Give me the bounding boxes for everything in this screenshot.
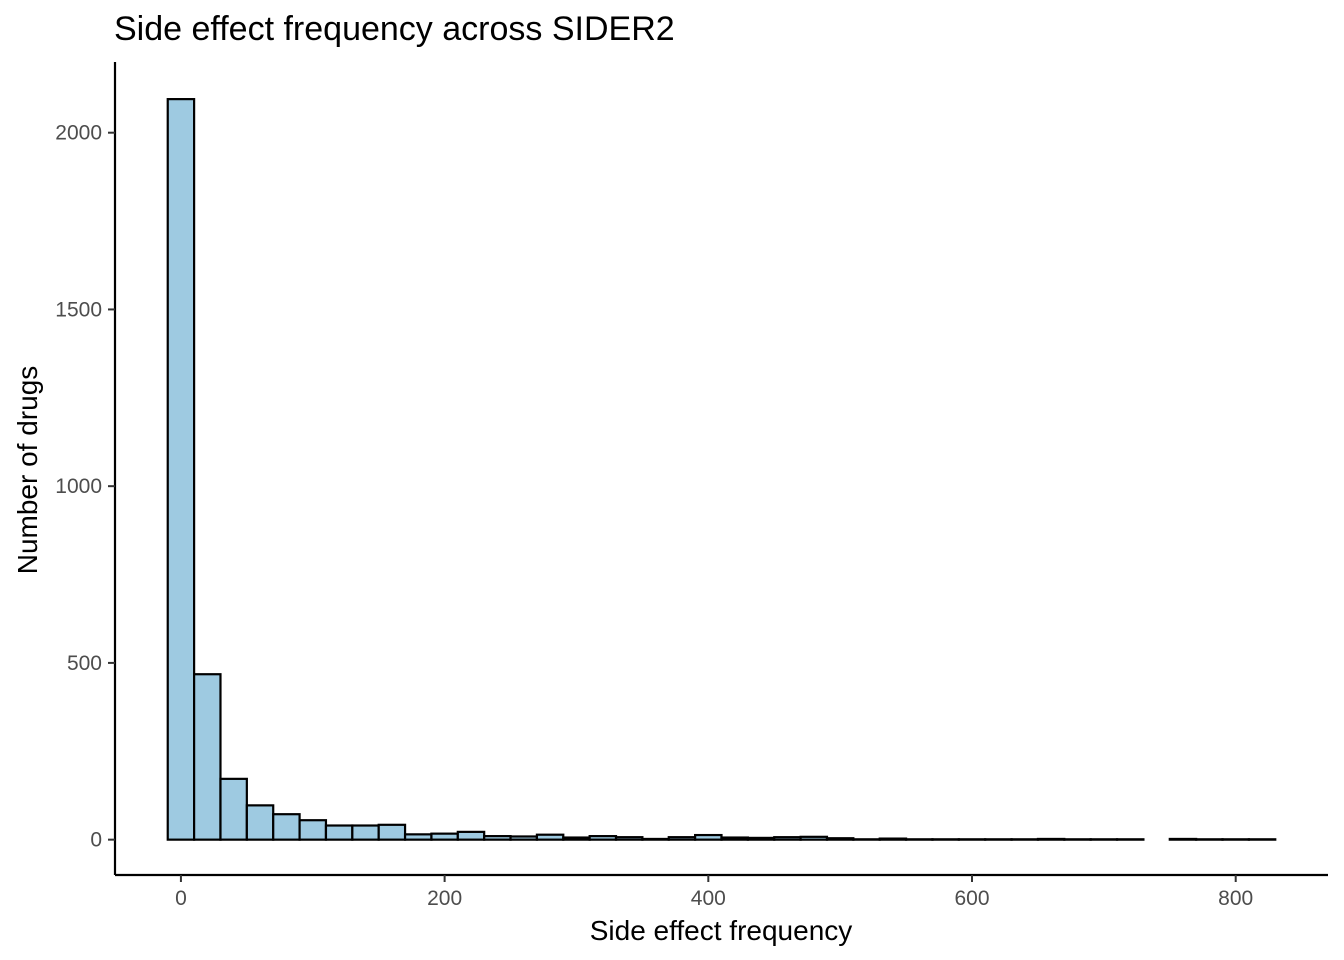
histogram-bar <box>535 833 565 841</box>
histogram-bar <box>878 837 908 841</box>
y-tick-label: 0 <box>90 829 102 852</box>
axes <box>113 62 1328 877</box>
histogram-bar <box>193 673 222 841</box>
histogram-bar <box>298 819 328 841</box>
histogram-bar <box>694 833 723 841</box>
histogram-bar <box>720 836 749 841</box>
histogram-bar <box>614 836 644 841</box>
histogram-bar <box>588 835 618 841</box>
histogram-bar <box>483 835 512 841</box>
histogram-bar <box>1036 837 1066 841</box>
x-tick-label: 0 <box>175 887 187 910</box>
y-tick-label: 2000 <box>55 122 102 145</box>
histogram-bar <box>773 836 802 841</box>
x-tick-label: 200 <box>427 887 462 910</box>
histogram-bar <box>351 824 380 841</box>
histogram-bar <box>562 836 591 841</box>
histogram-bar <box>825 837 855 841</box>
histogram-bar <box>456 830 486 841</box>
y-tick-label: 1500 <box>55 298 102 321</box>
x-tick-label: 600 <box>954 887 989 910</box>
x-axis-title: Side effect frequency <box>590 915 853 946</box>
x-axis-ticks: 0 200 400 600 800 <box>175 875 1253 910</box>
y-axis-title: Number of drugs <box>12 366 43 575</box>
y-tick-label: 1000 <box>55 475 102 498</box>
histogram-bar <box>272 813 301 841</box>
y-axis-ticks: 0 500 1000 1500 2000 <box>55 122 115 852</box>
histogram-bar <box>377 823 407 841</box>
x-tick-label: 800 <box>1218 887 1253 910</box>
histogram-bar <box>245 804 275 841</box>
y-tick-label: 500 <box>67 652 102 675</box>
histogram-bar <box>166 98 196 841</box>
histogram-bar <box>403 833 433 841</box>
histogram-bar <box>219 777 248 841</box>
histogram-bar <box>641 837 670 841</box>
histogram-bar <box>324 824 354 841</box>
histogram-bar <box>509 835 539 841</box>
histogram-bar <box>799 835 829 841</box>
histogram-bar <box>746 836 776 841</box>
histogram-bar <box>667 836 697 841</box>
chart-title: Side effect frequency across SIDER2 <box>114 10 675 48</box>
histogram-bar <box>1168 837 1198 841</box>
histogram-bar <box>430 832 459 841</box>
x-tick-label: 400 <box>691 887 726 910</box>
histogram-bars <box>166 98 1277 841</box>
